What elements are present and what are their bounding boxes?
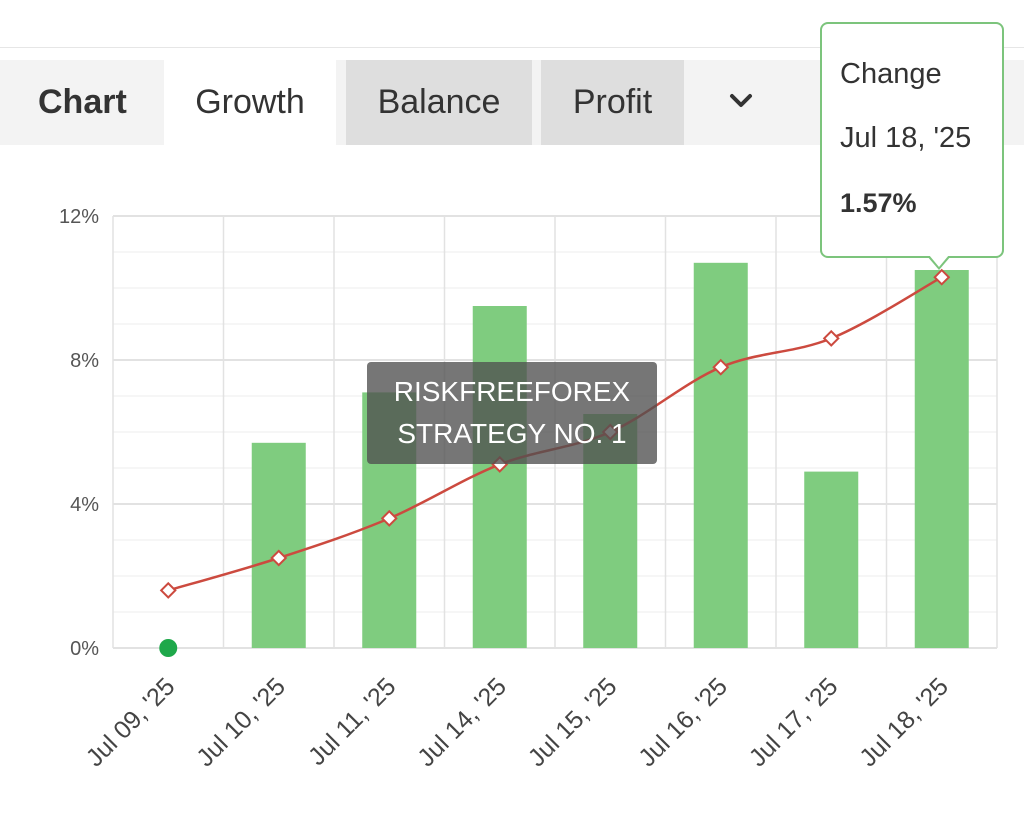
line-point [380, 509, 398, 527]
chart-section-label: Chart [38, 83, 127, 121]
x-tick-label: Jul 15, '25 [523, 672, 623, 772]
x-tick-label: Jul 16, '25 [633, 672, 733, 772]
y-tick-label: 0% [70, 638, 99, 660]
start-dot [159, 639, 178, 657]
x-tick-label: Jul 14, '25 [412, 672, 512, 772]
x-tick-label: Jul 17, '25 [744, 672, 844, 772]
line-point [822, 329, 840, 347]
bar [693, 262, 748, 648]
tooltip-date: Jul 18, '25 [840, 122, 972, 154]
watermark-line-1: RISKFREEFOREX [393, 376, 631, 407]
x-tick-label: Jul 11, '25 [303, 672, 402, 771]
tab-balance[interactable]: Balance [346, 60, 532, 145]
line-point [270, 549, 288, 567]
more-tabs-button[interactable] [718, 60, 764, 145]
bar [914, 270, 969, 648]
tab-profit[interactable]: Profit [541, 60, 684, 145]
tooltip-title: Change [840, 58, 942, 90]
x-axis-ticks: Jul 09, '25 Jul 10, '25 Jul 11, '25 Jul 14,… [81, 672, 954, 772]
top-divider [0, 47, 1024, 48]
bar [472, 306, 527, 648]
line-point [712, 358, 730, 376]
line-point [159, 581, 177, 599]
chart-tooltip: Change Jul 18, '25 1.57% [820, 22, 1004, 258]
line-point [933, 268, 951, 286]
tab-growth[interactable]: Growth [164, 60, 336, 145]
y-tick-label: 12% [59, 206, 99, 228]
y-tick-label: 4% [70, 494, 99, 516]
tooltip-value: 1.57% [840, 188, 917, 218]
chevron-down-icon [730, 94, 752, 107]
bar [251, 442, 306, 648]
watermark-label: RISKFREEFOREX STRATEGY NO. 1 [367, 362, 657, 464]
watermark-line-2: STRATEGY NO. 1 [397, 418, 627, 449]
x-tick-label: Jul 10, '25 [191, 672, 291, 772]
y-tick-label: 8% [70, 350, 99, 372]
tooltip-pointer-fill [929, 255, 949, 267]
y-axis-ticks: 0% 4% 8% 12% [59, 206, 99, 660]
x-tick-label: Jul 18, '25 [854, 672, 954, 772]
bar [804, 471, 859, 648]
x-tick-label: Jul 09, '25 [81, 672, 181, 772]
